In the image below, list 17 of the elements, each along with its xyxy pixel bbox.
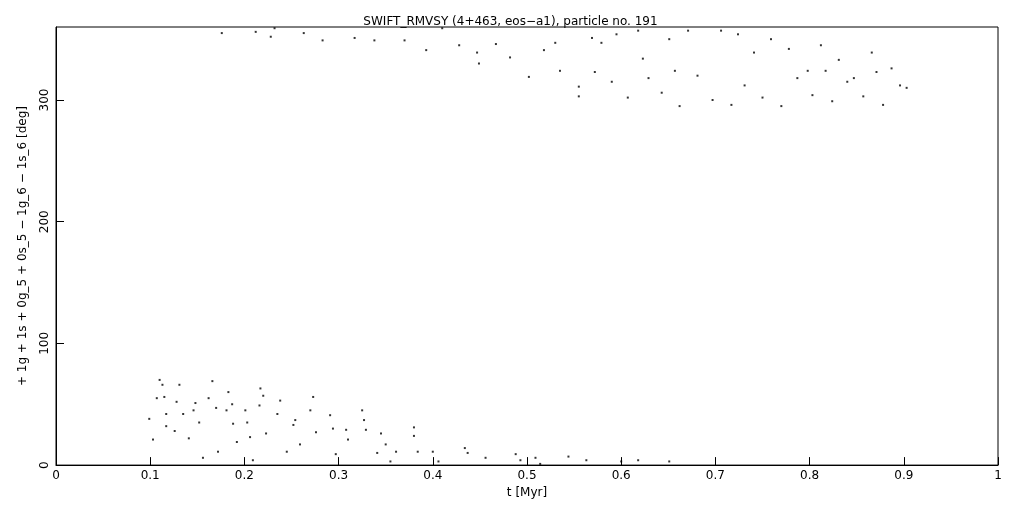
y-axis-title: + 1g + 1s + 0g_5 + 0s_5 − 1g_6 − 1s_6 [deg] <box>15 106 29 387</box>
y-tick-label: 200 <box>37 210 51 234</box>
x-tick-label: 0.8 <box>800 468 820 483</box>
x-tick-label: 0.1 <box>140 468 160 483</box>
chart-title: SWIFT_RMVSY (4+463, eos−a1), particle no. 191 <box>363 14 658 28</box>
x-tick-label: 1 <box>994 468 1002 483</box>
x-tick-label: 0.9 <box>894 468 914 483</box>
x-tick-label: 0.2 <box>234 468 254 483</box>
x-tick-label: 0.4 <box>423 468 443 483</box>
x-axis-title: t [Myr] <box>506 485 548 499</box>
x-tick-label: 0.6 <box>611 468 631 483</box>
x-tick-label: 0.3 <box>329 468 349 483</box>
x-tick-label: 0.5 <box>517 468 537 483</box>
y-tick-label: 300 <box>37 88 51 112</box>
x-tick-label: 0.7 <box>705 468 725 483</box>
y-tick-label: 0 <box>37 461 51 469</box>
y-tick-label: 100 <box>37 331 51 355</box>
